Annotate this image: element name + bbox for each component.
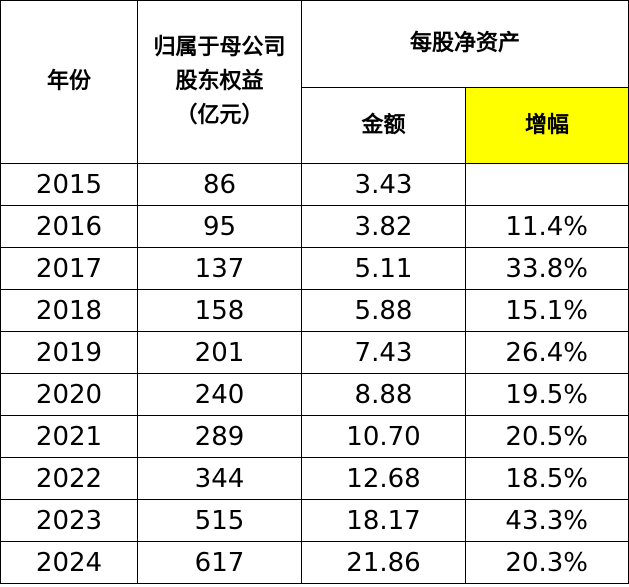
table-row: 2023 515 18.17 43.3% — [0, 499, 629, 542]
table-row: 2022 344 12.68 18.5% — [0, 457, 629, 500]
equity-cell: 137 — [137, 247, 302, 290]
table-row: 2020 240 8.88 19.5% — [0, 373, 629, 416]
header-year: 年份 — [0, 0, 138, 164]
growth-cell — [464, 163, 629, 206]
amount-cell: 8.88 — [301, 373, 466, 416]
growth-cell: 43.3% — [464, 499, 629, 542]
growth-cell: 20.3% — [464, 541, 629, 584]
equity-cell: 344 — [137, 457, 302, 500]
amount-cell: 3.82 — [301, 205, 466, 248]
table-row: 2016 95 3.82 11.4% — [0, 205, 629, 248]
growth-cell: 33.8% — [464, 247, 629, 290]
header-amount: 金额 — [301, 87, 466, 164]
year-cell: 2024 — [0, 541, 138, 584]
amount-cell: 12.68 — [301, 457, 466, 500]
amount-cell: 18.17 — [301, 499, 466, 542]
equity-cell: 86 — [137, 163, 302, 206]
header-bvps: 每股净资产 — [300, 0, 629, 88]
amount-cell: 3.43 — [301, 163, 466, 206]
amount-cell: 10.70 — [301, 415, 466, 458]
header-line: 归属于母公司 — [153, 35, 286, 60]
table-row: 2018 158 5.88 15.1% — [0, 289, 629, 332]
header-line: （亿元） — [175, 103, 264, 128]
equity-cell: 158 — [137, 289, 302, 332]
header-growth: 增幅 — [464, 87, 629, 164]
year-cell: 2015 — [0, 163, 138, 206]
table-row: 2024 617 21.86 20.3% — [0, 541, 629, 584]
table-row: 2015 86 3.43 — [0, 163, 629, 206]
year-cell: 2018 — [0, 289, 138, 332]
year-cell: 2016 — [0, 205, 138, 248]
growth-cell: 15.1% — [464, 289, 629, 332]
amount-cell: 5.11 — [301, 247, 466, 290]
header-equity: 归属于母公司 股东权益 （亿元） — [137, 0, 302, 164]
equity-cell: 240 — [137, 373, 302, 416]
table-row: 2017 137 5.11 33.8% — [0, 247, 629, 290]
table-body: 2015 86 3.43 2016 95 3.82 11.4% 2017 137 5.11 33.8… — [0, 163, 629, 584]
growth-cell: 19.5% — [464, 373, 629, 416]
growth-cell: 11.4% — [464, 205, 629, 248]
table-row: 2019 201 7.43 26.4% — [0, 331, 629, 374]
year-cell: 2022 — [0, 457, 138, 500]
equity-cell: 201 — [137, 331, 302, 374]
growth-cell: 18.5% — [464, 457, 629, 500]
year-cell: 2023 — [0, 499, 138, 542]
amount-cell: 21.86 — [301, 541, 466, 584]
growth-cell: 26.4% — [464, 331, 629, 374]
equity-cell: 95 — [137, 205, 302, 248]
amount-cell: 5.88 — [301, 289, 466, 332]
equity-cell: 515 — [137, 499, 302, 542]
amount-cell: 7.43 — [301, 331, 466, 374]
year-cell: 2017 — [0, 247, 138, 290]
header-line: 股东权益 — [175, 69, 264, 94]
equity-cell: 617 — [137, 541, 302, 584]
growth-cell: 20.5% — [464, 415, 629, 458]
table-row: 2021 289 10.70 20.5% — [0, 415, 629, 458]
year-cell: 2020 — [0, 373, 138, 416]
year-cell: 2021 — [0, 415, 138, 458]
equity-cell: 289 — [137, 415, 302, 458]
year-cell: 2019 — [0, 331, 138, 374]
